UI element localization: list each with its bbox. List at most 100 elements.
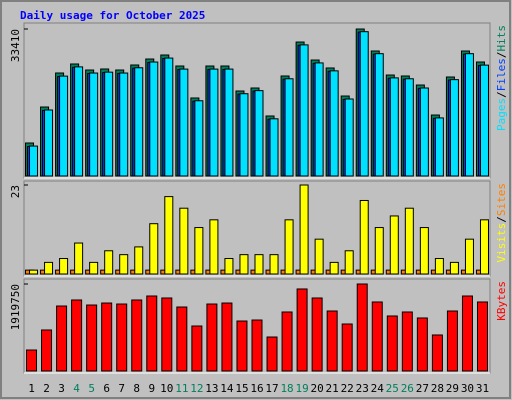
bar (56, 305, 68, 372)
bar (371, 301, 383, 372)
bar (434, 117, 444, 177)
x-tick-label: 27 (416, 382, 429, 395)
bar (404, 78, 414, 177)
x-tick-label: 4 (73, 382, 80, 395)
bar (44, 261, 54, 275)
bar (266, 336, 278, 372)
bar (74, 242, 84, 275)
x-tick-label: 9 (148, 382, 155, 395)
bar (89, 72, 99, 177)
legend: KBytes (495, 281, 508, 321)
bar (299, 184, 309, 275)
bar (284, 78, 294, 177)
legend: Visits/Sites (495, 183, 508, 263)
x-tick-label: 8 (133, 382, 140, 395)
bar (224, 258, 234, 275)
legend-entry: Pages (495, 98, 508, 131)
bar (239, 93, 249, 177)
bar (251, 319, 263, 372)
bar (479, 219, 489, 275)
bar (29, 269, 39, 275)
bar (254, 90, 264, 177)
bar (104, 250, 114, 275)
bar (284, 219, 294, 275)
bar (89, 261, 99, 275)
bar (236, 320, 248, 372)
x-tick-label: 20 (311, 382, 324, 395)
x-tick-label: 30 (461, 382, 474, 395)
bar (296, 288, 308, 372)
y-tick-label: 23 (9, 185, 22, 198)
bar (131, 299, 143, 372)
x-tick-label: 24 (371, 382, 385, 395)
bar (389, 215, 399, 275)
bar (59, 75, 69, 177)
x-tick-label: 2 (43, 382, 50, 395)
x-tick-label: 6 (103, 382, 110, 395)
legend-entry: Hits (495, 25, 508, 52)
legend-entry: Sites (495, 183, 508, 216)
bar (326, 310, 338, 372)
x-tick-label: 25 (386, 382, 399, 395)
x-tick-label: 22 (341, 382, 354, 395)
bar (464, 238, 474, 275)
bar (194, 227, 204, 275)
bar (29, 145, 39, 177)
bar (71, 299, 83, 372)
bar (44, 109, 54, 177)
bar (269, 254, 279, 275)
x-tick-label: 13 (205, 382, 218, 395)
bar (176, 306, 188, 372)
y-tick-label: 33410 (9, 29, 22, 62)
bar (374, 53, 384, 177)
bar (209, 68, 219, 177)
bar (74, 66, 84, 177)
x-tick-label: 5 (88, 382, 95, 395)
bar (179, 207, 189, 275)
bar (476, 301, 488, 372)
bar (164, 57, 174, 177)
bar (146, 295, 158, 372)
bar (359, 31, 369, 177)
bar (209, 219, 219, 275)
bar (221, 302, 233, 372)
bar (206, 303, 218, 372)
bar (314, 238, 324, 275)
bar (101, 302, 113, 372)
bar (149, 61, 159, 177)
bar (281, 311, 293, 372)
bar (356, 283, 368, 372)
bar (194, 100, 204, 177)
x-tick-label: 18 (280, 382, 293, 395)
bar (386, 315, 398, 372)
bar (311, 297, 323, 372)
bar (134, 67, 144, 177)
x-tick-label: 1 (28, 382, 35, 395)
x-tick-label: 29 (446, 382, 459, 395)
x-tick-label: 26 (401, 382, 414, 395)
bar (461, 295, 473, 372)
legend-separator: / (495, 91, 508, 98)
legend-entry: KBytes (495, 281, 508, 321)
bar (389, 77, 399, 177)
bar (416, 317, 428, 372)
x-tick-label: 7 (118, 382, 125, 395)
bar (479, 64, 489, 177)
bar (164, 196, 174, 275)
x-tick-label: 28 (431, 382, 444, 395)
x-tick-label: 31 (476, 382, 489, 395)
x-tick-label: 23 (356, 382, 369, 395)
chart-title: Daily usage for October 2025 (20, 9, 205, 22)
bar (431, 334, 443, 372)
legend: Pages/Files/Hits (495, 25, 508, 131)
bar (446, 310, 458, 372)
x-tick-label: 12 (190, 382, 203, 395)
bar (134, 246, 144, 275)
legend-separator: / (495, 52, 508, 59)
bar (314, 62, 324, 177)
bar (59, 258, 69, 275)
bar (119, 72, 129, 177)
